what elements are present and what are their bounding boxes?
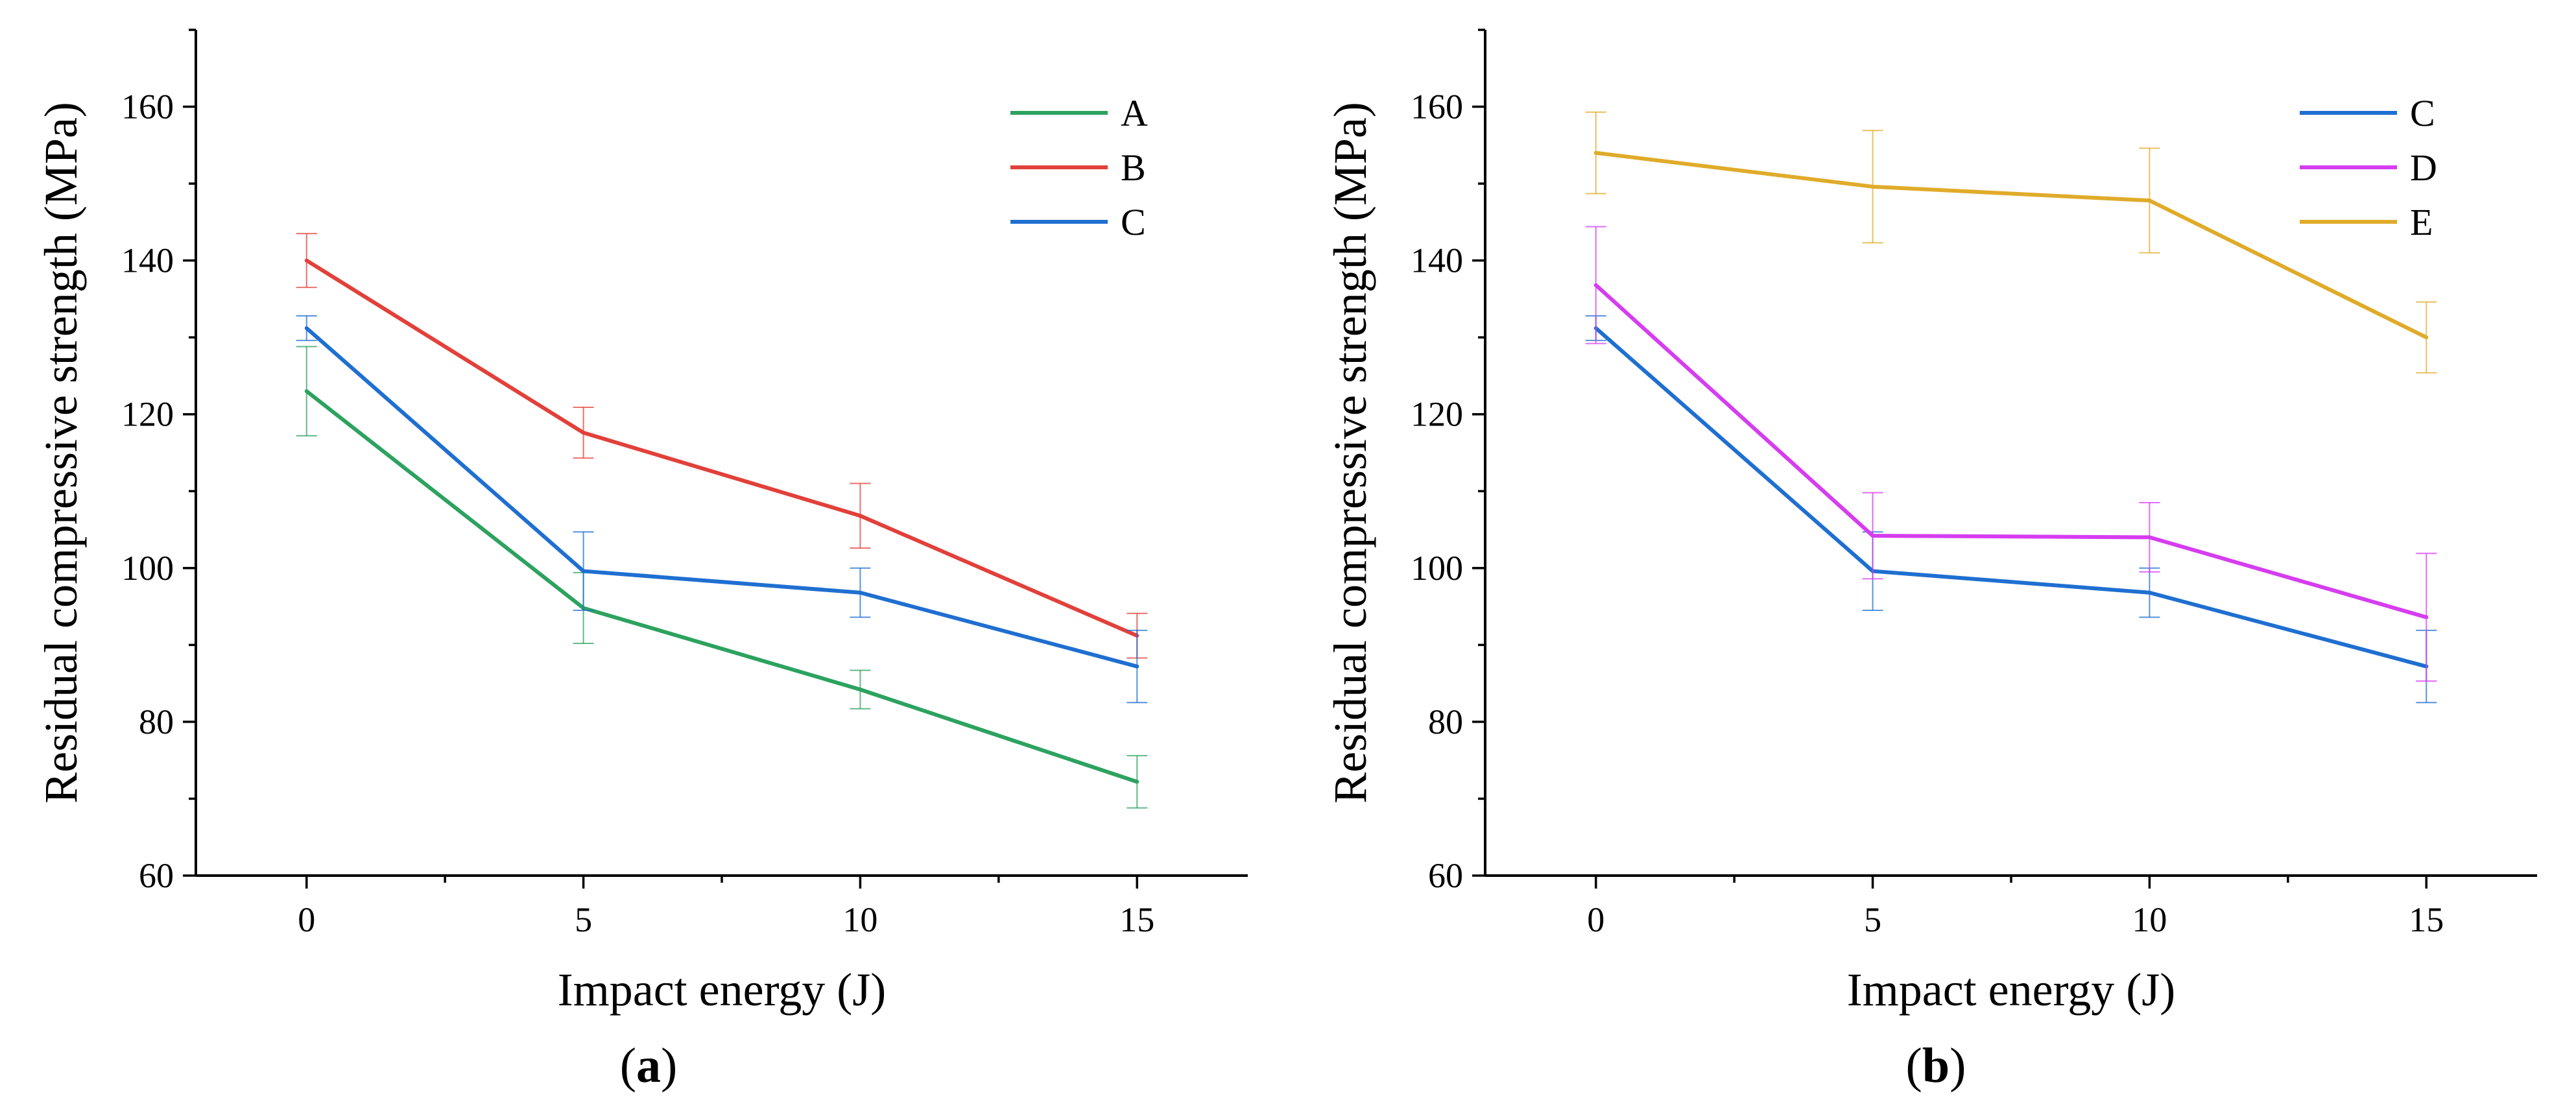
- y-tick-label: 160: [121, 88, 174, 126]
- x-tick-label: 5: [575, 900, 592, 939]
- data-point: [2147, 535, 2152, 540]
- y-tick-label: 140: [121, 241, 174, 280]
- legend-label: A: [1121, 92, 1148, 134]
- data-point: [858, 514, 863, 518]
- data-point: [858, 688, 863, 692]
- y-tick-label: 120: [1411, 395, 1463, 434]
- y-tick-label: 100: [121, 549, 174, 588]
- series-E: [1585, 111, 2437, 374]
- data-point: [1870, 534, 1875, 538]
- y-tick-label: 80: [139, 702, 174, 741]
- series-line: [1595, 150, 2427, 339]
- data-point: [1135, 780, 1139, 784]
- panel-label: (b): [1906, 1038, 1966, 1093]
- series-line: [305, 389, 1138, 784]
- legend-label: D: [2410, 147, 2437, 189]
- data-point: [304, 389, 309, 394]
- y-axis-title: Residual compressive strength (MPa): [35, 102, 87, 804]
- data-point: [1593, 150, 1598, 155]
- y-tick-label: 80: [1428, 702, 1463, 741]
- data-point: [304, 326, 309, 330]
- data-point: [2424, 335, 2429, 340]
- series-C: [296, 315, 1148, 704]
- x-tick-label: 0: [298, 900, 315, 939]
- x-axis-title: Impact energy (J): [1847, 964, 2175, 1016]
- data-point: [858, 590, 863, 595]
- chart-panel-a: 60 80 100 120 140 160 0 5 10 15 Impact energy (J) R…: [35, 29, 1248, 1093]
- data-point: [581, 569, 586, 573]
- series-line: [1594, 283, 2427, 619]
- y-tick-label: 120: [121, 395, 174, 434]
- x-tick-label: 0: [1587, 900, 1604, 939]
- x-axis-title: Impact energy (J): [558, 964, 886, 1016]
- series-line: [1594, 326, 2427, 669]
- series-line: [305, 259, 1138, 638]
- legend-label: C: [2410, 92, 2435, 134]
- x-tick-label: 10: [842, 900, 877, 939]
- y-tick-label: 160: [1411, 88, 1463, 126]
- data-point: [304, 258, 309, 263]
- y-axis-title: Residual compressive strength (MPa): [1324, 102, 1376, 804]
- data-point: [581, 431, 586, 435]
- chart-panel-b: 60 80 100 120 140 160 0 5 10 15 Impact energy (J) R…: [1324, 29, 2537, 1093]
- x-tick-label: 5: [1864, 900, 1881, 939]
- series-C: [1585, 315, 2437, 704]
- y-tick-label: 60: [1428, 856, 1463, 895]
- panel-label-letter: b: [1922, 1038, 1950, 1093]
- series-line: [305, 326, 1138, 669]
- series-A: [296, 346, 1148, 809]
- legend-label: B: [1121, 147, 1146, 189]
- legend-label: E: [2410, 201, 2433, 243]
- series-D: [1585, 226, 2437, 682]
- y-tick-label: 140: [1411, 241, 1463, 280]
- legend-label: C: [1121, 201, 1146, 243]
- data-point: [1870, 184, 1875, 189]
- data-point: [2424, 615, 2429, 619]
- data-point: [1593, 283, 1598, 287]
- x-tick-label: 15: [1119, 900, 1154, 939]
- series-B: [296, 233, 1148, 659]
- x-tick-label: 10: [2132, 900, 2167, 939]
- data-point: [2147, 590, 2152, 595]
- data-point: [2147, 198, 2152, 203]
- x-tick-label: 15: [2409, 900, 2444, 939]
- panel-label: (a): [620, 1038, 678, 1093]
- y-tick-label: 60: [139, 856, 174, 895]
- y-tick-label: 100: [1411, 549, 1463, 588]
- panel-label-letter: a: [636, 1038, 661, 1093]
- data-point: [1135, 664, 1139, 669]
